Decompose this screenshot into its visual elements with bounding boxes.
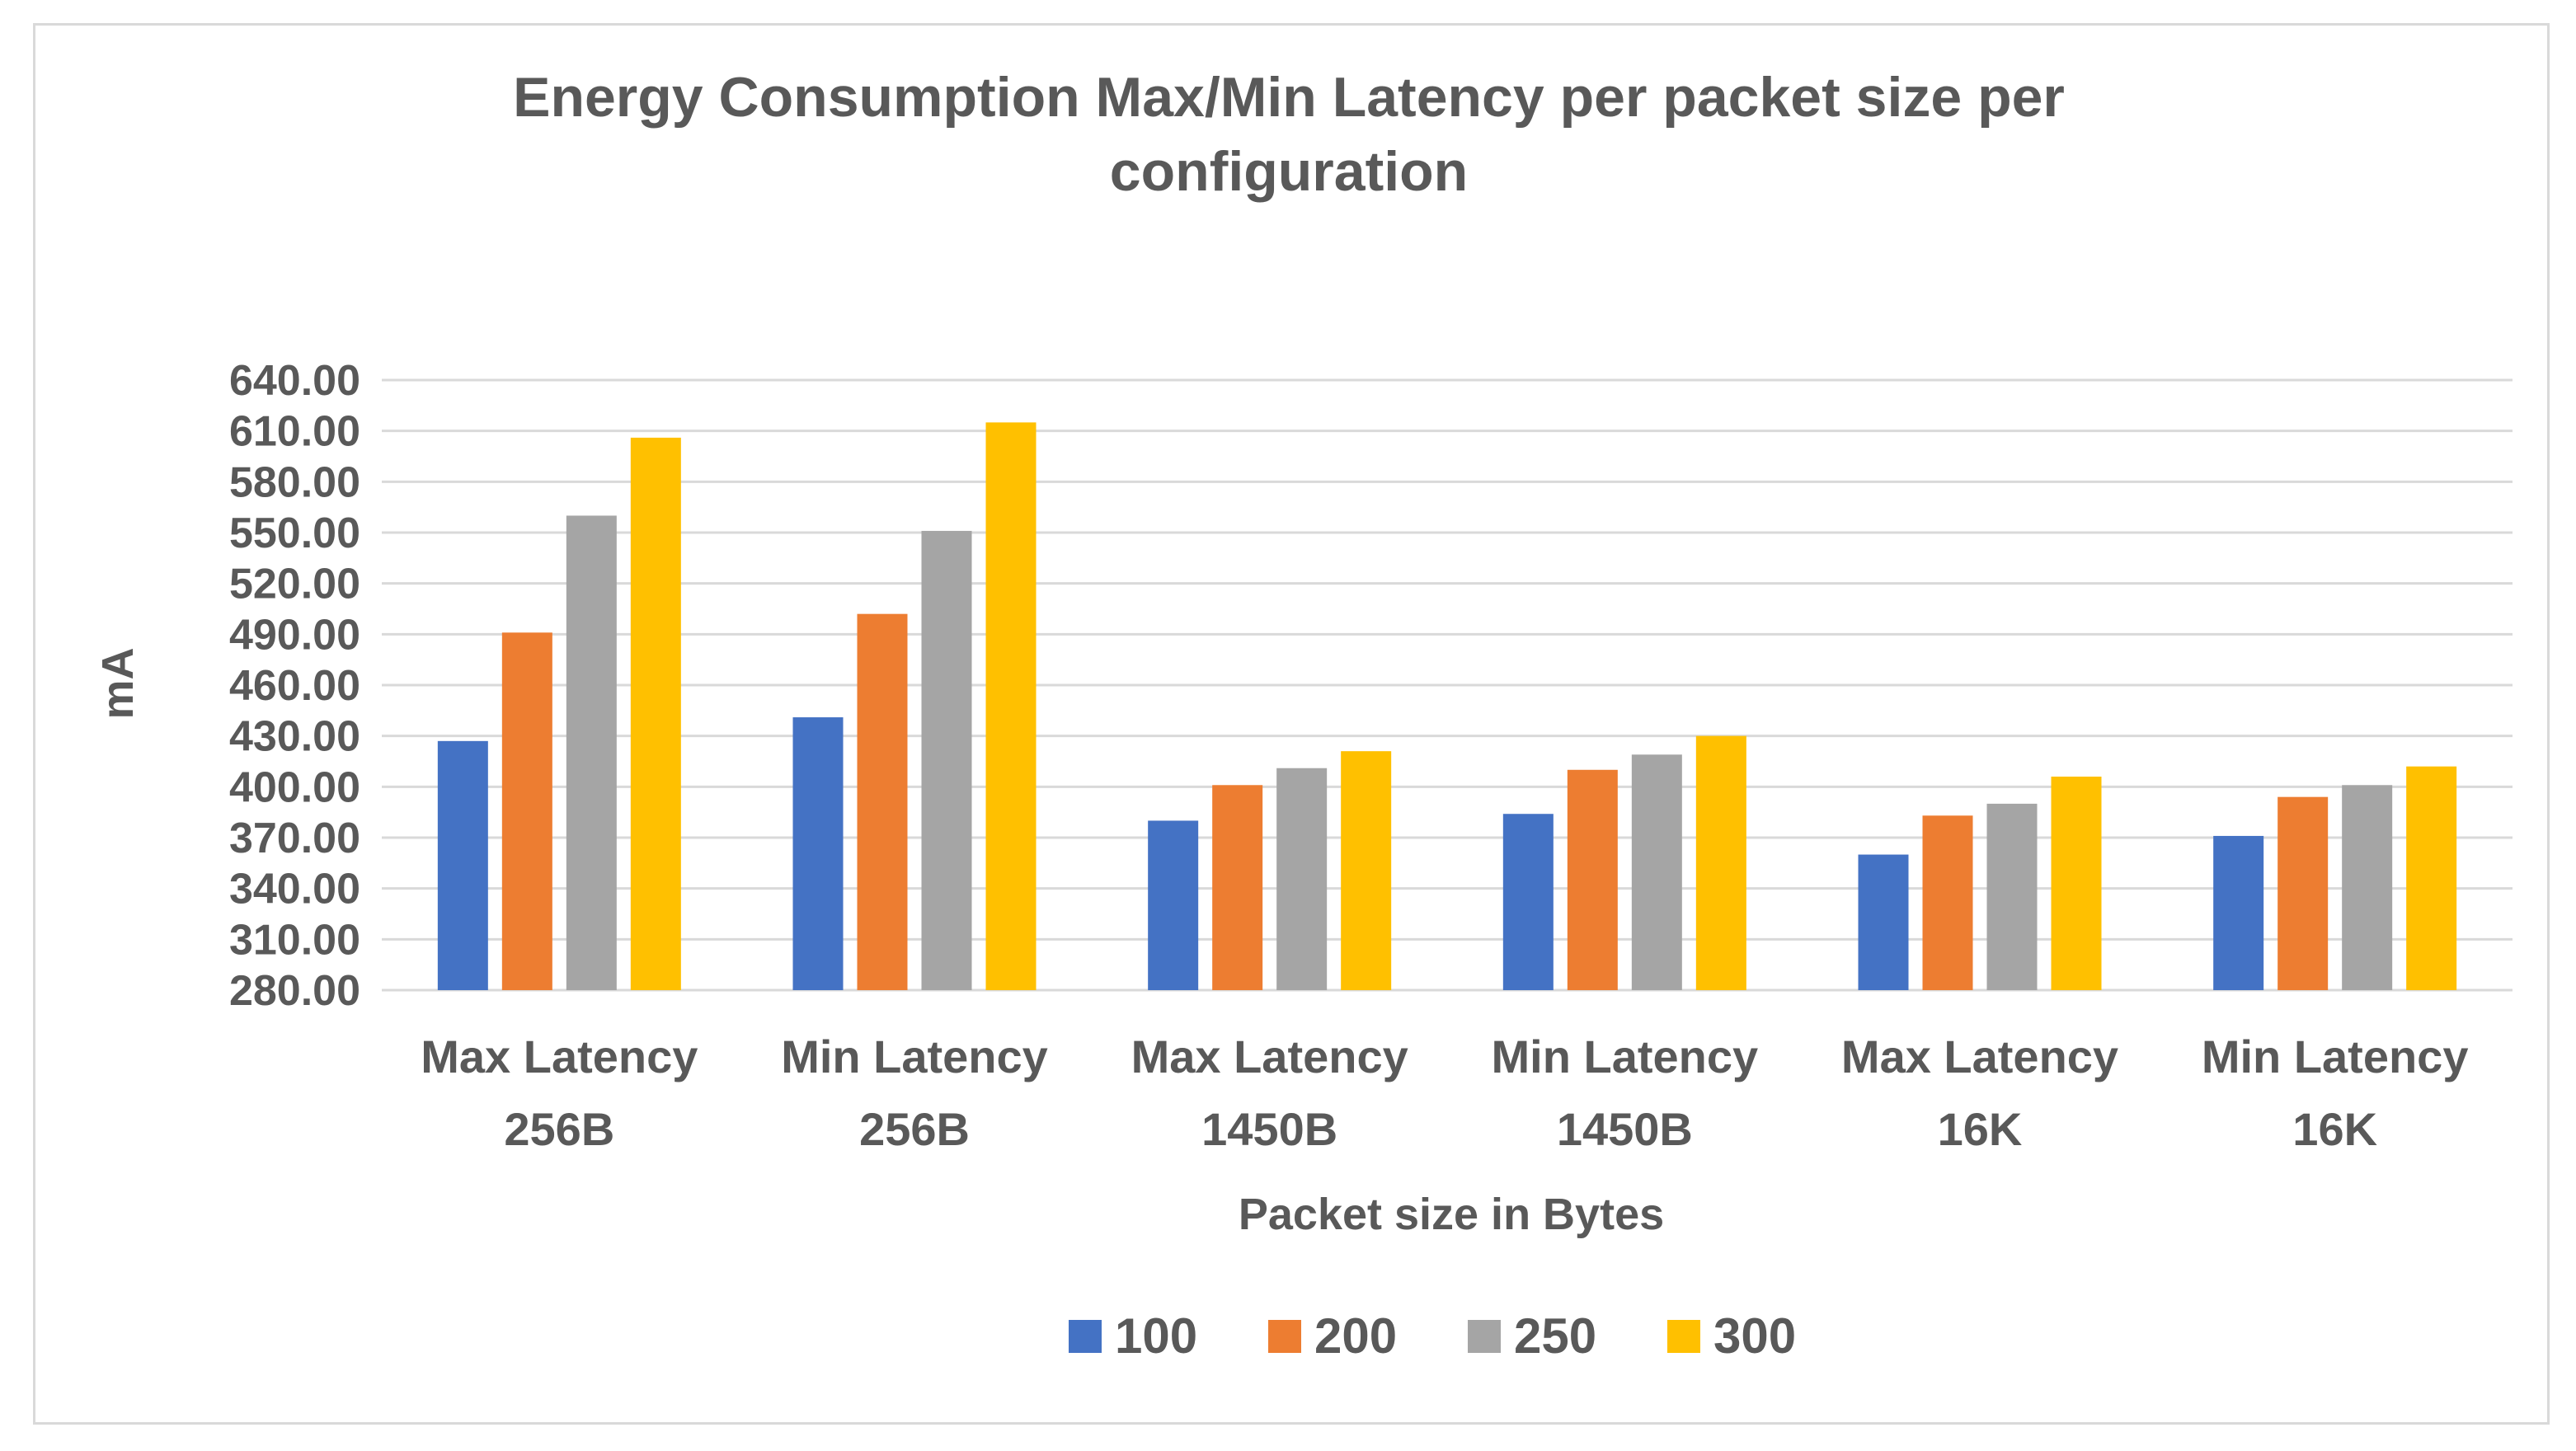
bar-250-cat-5 — [1986, 803, 2038, 990]
x-category-label: 1450B — [1557, 1103, 1693, 1155]
bars — [437, 422, 2457, 990]
bar-100-cat-6 — [2213, 835, 2264, 990]
bar-300-cat-6 — [2406, 766, 2457, 990]
bar-250-cat-3 — [1276, 768, 1328, 990]
gridlines — [382, 378, 2513, 992]
x-axis-title: Packet size in Bytes — [1239, 1190, 1664, 1239]
x-category-label: Min Latency — [2202, 1031, 2469, 1082]
legend-swatch-250 — [1468, 1320, 1501, 1353]
chart-frame: Energy Consumption Max/Min Latency per p… — [33, 23, 2550, 1425]
bar-100-cat-2 — [792, 717, 844, 990]
y-tick-label: 340.00 — [229, 866, 360, 913]
bar-250-cat-2 — [921, 530, 972, 990]
y-tick-label: 400.00 — [229, 763, 360, 811]
bar-200-cat-2 — [857, 613, 908, 990]
y-tick-label: 430.00 — [229, 713, 360, 761]
x-category-label: Min Latency — [1492, 1031, 1759, 1082]
chart-title-line-1: Energy Consumption Max/Min Latency per p… — [513, 66, 2065, 129]
bar-200-cat-6 — [2278, 796, 2329, 990]
bar-300-cat-2 — [985, 422, 1037, 990]
y-tick-label: 310.00 — [229, 916, 360, 964]
y-axis-ticks: 280.00310.00340.00370.00400.00430.00460.… — [229, 357, 360, 1015]
legend-swatch-300 — [1667, 1320, 1700, 1353]
legend-label-250: 250 — [1514, 1308, 1596, 1364]
bar-300-cat-5 — [2051, 777, 2102, 990]
bar-200-cat-5 — [1922, 815, 1973, 990]
bar-300-cat-1 — [630, 437, 681, 990]
bar-250-cat-6 — [2342, 785, 2393, 990]
y-tick-label: 610.00 — [229, 408, 360, 456]
x-category-label: 16K — [2292, 1103, 2377, 1155]
y-tick-label: 550.00 — [229, 509, 360, 557]
y-tick-label: 490.00 — [229, 611, 360, 659]
x-axis-categories: Max Latency 256B Min Latency 256B Max Latenc… — [421, 1031, 2468, 1155]
y-tick-label: 520.00 — [229, 561, 360, 608]
chart-svg: Energy Consumption Max/Min Latency per p… — [93, 66, 2513, 1364]
x-category-label: 256B — [859, 1103, 970, 1155]
legend-label-100: 100 — [1115, 1308, 1197, 1364]
y-tick-label: 640.00 — [229, 357, 360, 405]
x-category-label: Max Latency — [1131, 1031, 1408, 1082]
legend-label-300: 300 — [1713, 1308, 1796, 1364]
x-category-label: 1450B — [1201, 1103, 1337, 1155]
y-tick-label: 580.00 — [229, 458, 360, 506]
bar-300-cat-3 — [1341, 751, 1392, 990]
bar-250-cat-4 — [1631, 754, 1682, 990]
bar-250-cat-1 — [566, 515, 617, 990]
x-category-label: 16K — [1938, 1103, 2023, 1155]
bar-200-cat-4 — [1567, 769, 1618, 990]
legend-label-200: 200 — [1314, 1308, 1397, 1364]
legend: 100 200 250 300 — [1069, 1308, 1796, 1364]
x-category-label: Max Latency — [421, 1031, 698, 1082]
y-tick-label: 460.00 — [229, 662, 360, 710]
y-axis-title: mA — [93, 647, 143, 719]
x-category-label: 256B — [504, 1103, 614, 1155]
bar-100-cat-5 — [1858, 854, 1909, 990]
x-category-label: Max Latency — [1841, 1031, 2118, 1082]
legend-swatch-200 — [1268, 1320, 1301, 1353]
x-category-label: Min Latency — [781, 1031, 1048, 1082]
y-tick-label: 280.00 — [229, 967, 360, 1015]
bar-200-cat-3 — [1212, 785, 1263, 990]
y-tick-label: 370.00 — [229, 815, 360, 862]
bar-200-cat-1 — [501, 632, 552, 990]
bar-100-cat-1 — [437, 740, 488, 990]
legend-swatch-100 — [1069, 1320, 1102, 1353]
chart-title-line-2: configuration — [1110, 140, 1468, 203]
bar-100-cat-4 — [1502, 814, 1554, 990]
bar-100-cat-3 — [1148, 820, 1199, 990]
bar-300-cat-4 — [1695, 735, 1746, 990]
